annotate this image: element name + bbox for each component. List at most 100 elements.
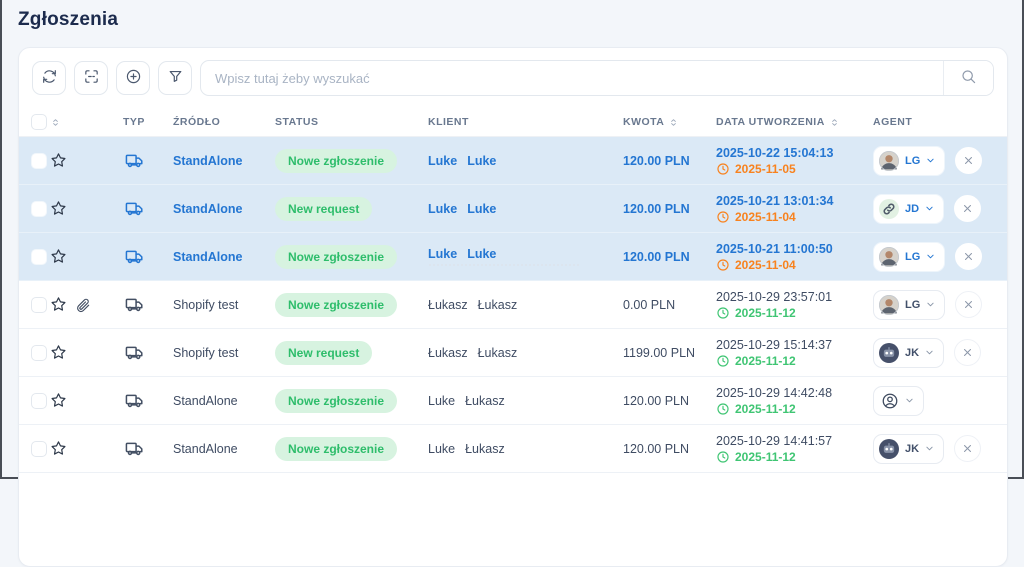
clock-icon	[716, 210, 730, 224]
close-ticket-button[interactable]	[955, 243, 983, 270]
scan-icon	[83, 68, 100, 88]
table-row[interactable]: Shopify test New request Łukasz Łukasz 11…	[19, 329, 1007, 377]
truck-icon	[123, 247, 144, 266]
sort-icon[interactable]	[669, 117, 678, 128]
source-label: Shopify test	[173, 297, 239, 312]
paperclip-icon	[75, 297, 91, 313]
agent-dropdown[interactable]	[873, 385, 924, 416]
agent-initials: JK	[905, 346, 920, 359]
agent-initials: JK	[905, 442, 920, 455]
search-input[interactable]	[201, 61, 943, 95]
agent-dropdown[interactable]: LG	[873, 289, 946, 320]
column-label: KWOTA	[623, 116, 665, 128]
robot-avatar	[879, 438, 899, 459]
star-icon[interactable]	[49, 247, 68, 266]
column-header-agent: AGENT	[869, 116, 1007, 128]
search-button[interactable]	[943, 61, 993, 95]
star-icon[interactable]	[49, 151, 68, 170]
chevron-down-icon	[926, 300, 935, 309]
row-checkbox[interactable]	[31, 344, 47, 361]
row-checkbox[interactable]	[31, 200, 47, 217]
client-first-name: Luke	[428, 247, 458, 261]
filter-button[interactable]	[158, 61, 192, 95]
row-checkbox[interactable]	[31, 440, 47, 457]
star-icon[interactable]	[49, 439, 68, 458]
source-label: Shopify test	[173, 345, 239, 360]
person-circle-icon	[881, 392, 899, 410]
row-checkbox[interactable]	[31, 392, 47, 409]
table-row[interactable]: StandAlone Nowe zgłoszenie Luke Luke 120.…	[19, 233, 1007, 281]
client-first-name: Łukasz	[428, 345, 468, 360]
search-icon	[960, 68, 977, 88]
close-ticket-button[interactable]	[955, 147, 983, 174]
truck-icon	[123, 439, 144, 458]
star-icon[interactable]	[49, 295, 68, 314]
client-first-name: Luke	[428, 153, 458, 168]
column-header-typ: TYP	[119, 116, 169, 128]
close-ticket-button[interactable]	[954, 195, 982, 222]
table-body: StandAlone Nowe zgłoszenie Luke Luke 120.…	[19, 137, 1007, 473]
column-header-data-utworzenia[interactable]: DATA UTWORZENIA	[712, 116, 869, 128]
agent-dropdown[interactable]: LG	[873, 241, 946, 272]
close-icon	[963, 299, 974, 310]
row-checkbox[interactable]	[31, 248, 47, 265]
sort-icon[interactable]	[51, 117, 60, 128]
status-badge: Nowe zgłoszenie	[275, 292, 398, 317]
column-header-sort[interactable]	[47, 117, 119, 128]
truck-icon	[123, 151, 144, 170]
table-row[interactable]: Shopify test Nowe zgłoszenie Łukasz Łukas…	[19, 281, 1007, 329]
agent-dropdown[interactable]: LG	[873, 145, 946, 176]
client-name: Luke Luke	[428, 202, 496, 216]
table-row[interactable]: StandAlone New request Luke Luke 120.00 P…	[19, 185, 1007, 233]
sort-icon[interactable]	[830, 117, 839, 128]
client-name: Łukasz Łukasz	[428, 298, 517, 312]
source-label: StandAlone	[173, 249, 243, 264]
chevron-down-icon	[925, 444, 934, 453]
star-icon[interactable]	[49, 199, 68, 218]
close-ticket-button[interactable]	[954, 435, 982, 462]
table-row[interactable]: StandAlone Nowe zgłoszenie Luke Łukasz 12…	[19, 377, 1007, 425]
agent-dropdown[interactable]: JK	[873, 337, 945, 368]
due-date: 2025-11-04	[716, 210, 796, 224]
created-timestamp: 2025-10-21 13:01:34	[716, 193, 834, 208]
status-badge: New request	[275, 340, 373, 365]
tickets-card: TYP ŹRÓDŁO STATUS KLIENT KWOTA DATA UTWORZENI…	[18, 47, 1008, 567]
amount-value: 0.00 PLN	[623, 297, 676, 312]
robot-avatar	[879, 342, 899, 363]
client-name: Luke Łukasz	[428, 442, 505, 456]
table-row[interactable]: StandAlone Nowe zgłoszenie Luke Luke 120.…	[19, 137, 1007, 185]
status-badge: New request	[275, 196, 373, 221]
column-header-klient: KLIENT	[424, 116, 619, 128]
add-button[interactable]	[116, 61, 150, 95]
client-name: Luke Luke	[428, 247, 496, 261]
column-label: ŹRÓDŁO	[173, 116, 221, 128]
client-last-name: Luke	[467, 201, 497, 216]
due-date-value: 2025-11-12	[735, 449, 796, 464]
due-date: 2025-11-12	[716, 402, 796, 416]
truck-icon	[123, 391, 144, 410]
status-badge: Nowe zgłoszenie	[275, 148, 398, 173]
agent-initials: JD	[905, 202, 920, 215]
scan-button[interactable]	[74, 61, 108, 95]
column-header-kwota[interactable]: KWOTA	[619, 116, 712, 128]
refresh-button[interactable]	[32, 61, 66, 95]
clock-icon	[716, 450, 730, 464]
column-header--r-d-o: ŹRÓDŁO	[169, 116, 271, 128]
status-badge: Nowe zgłoszenie	[275, 388, 398, 413]
chevron-down-icon	[925, 204, 934, 213]
close-ticket-button[interactable]	[955, 291, 983, 318]
star-icon[interactable]	[49, 391, 68, 410]
agent-dropdown[interactable]: JD	[873, 193, 945, 224]
client-last-name: Luke	[467, 247, 497, 261]
close-ticket-button[interactable]	[954, 339, 982, 366]
agent-dropdown[interactable]: JK	[873, 433, 945, 464]
column-header-select[interactable]	[19, 114, 47, 130]
star-icon[interactable]	[49, 343, 68, 362]
agent-initials: LG	[905, 298, 921, 311]
due-date: 2025-11-12	[716, 450, 796, 464]
select-all-checkbox[interactable]	[31, 114, 47, 130]
agent-initials: LG	[905, 154, 921, 167]
row-checkbox[interactable]	[31, 296, 47, 313]
row-checkbox[interactable]	[31, 152, 47, 169]
table-row[interactable]: StandAlone Nowe zgłoszenie Luke Łukasz 12…	[19, 425, 1007, 473]
